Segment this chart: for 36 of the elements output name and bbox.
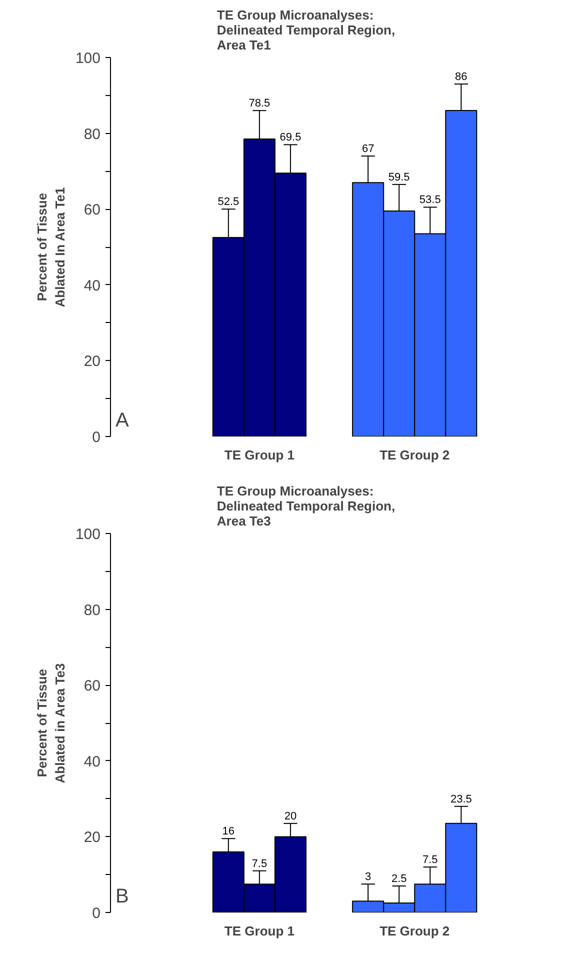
y-tick-label: 80 [84, 602, 101, 619]
x-tick-label: TE Group 1 [224, 448, 294, 462]
data-label: 3 [365, 871, 372, 884]
x-tick-label: TE Group 2 [380, 924, 450, 938]
x-tick-label: TE Group 1 [224, 924, 294, 938]
data-label: 53.5 [419, 194, 441, 206]
y-tick-label: 0 [92, 429, 100, 446]
data-label: 16 [222, 826, 235, 838]
y-tick-label: 40 [84, 753, 101, 770]
y-tick-label: 0 [92, 905, 100, 922]
y-tick-label: 20 [84, 829, 101, 846]
data-label: 67 [362, 143, 374, 156]
data-label: 86 [455, 71, 468, 84]
text: B [116, 886, 129, 908]
y-tick-label: 80 [84, 126, 101, 143]
data-label: 69.5 [280, 132, 302, 144]
chart-title: TE Group Microanalyses: Delineated Temporal Region, Area Te3 [216, 484, 396, 528]
data-label: 78.5 [248, 98, 270, 110]
data-label: 52.5 [218, 196, 240, 208]
data-label: 7.5 [422, 854, 438, 866]
y-tick-label: 60 [84, 202, 101, 219]
y-tick-label: 40 [84, 277, 101, 294]
data-label: 2.5 [391, 872, 407, 885]
y-tick-label: 100 [75, 526, 101, 543]
chart-title: TE Group Microanalyses: Delineated Temporal Region, Area Te1 [216, 8, 396, 52]
x-tick-label: TE Group 2 [380, 448, 450, 462]
y-axis-title: Percent of Tissue Ablated in Area Te3 [34, 663, 68, 784]
y-tick-label: 60 [84, 678, 101, 695]
text: A [116, 410, 130, 432]
data-label: 59.5 [388, 171, 410, 184]
data-label: 7.5 [252, 858, 268, 870]
data-label: 20 [284, 810, 297, 822]
y-tick-label: 100 [75, 50, 101, 67]
data-label: 23.5 [450, 793, 472, 806]
y-tick-label: 20 [84, 353, 101, 370]
y-axis-title: Percent of Tissue Ablated In Area Te1 [34, 187, 68, 308]
